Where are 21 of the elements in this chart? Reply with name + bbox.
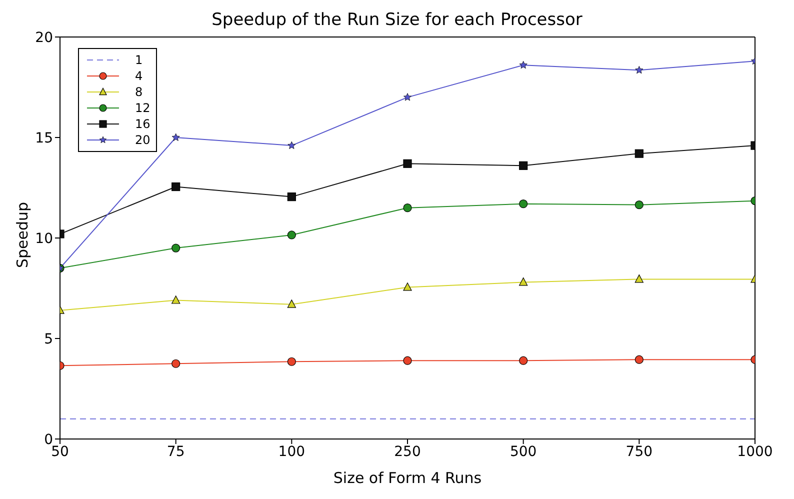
- y-tick-label: 5: [44, 331, 53, 348]
- y-tick-label: 20: [35, 30, 53, 46]
- legend-label: 4: [135, 69, 143, 83]
- x-tick-label: 100: [278, 444, 306, 460]
- legend-label: 8: [135, 85, 143, 99]
- x-tick-label: 250: [394, 444, 421, 460]
- legend-label: 20: [135, 133, 150, 147]
- chart-title: Speedup of the Run Size for each Processor: [210, 10, 584, 30]
- legend-label: 1: [135, 53, 143, 67]
- x-tick-label: 750: [626, 444, 653, 460]
- x-tick-label: 75: [166, 444, 185, 460]
- y-tick-label: 10: [35, 230, 53, 247]
- legend-label: 16: [135, 117, 150, 131]
- y-tick-label: 0: [44, 432, 53, 448]
- y-axis-title: Speedup: [13, 202, 32, 268]
- x-tick-label: 1000: [737, 444, 773, 460]
- y-tick-label: 15: [35, 130, 53, 146]
- x-axis-title: Size of Form 4 Runs: [333, 469, 482, 487]
- x-tick-label: 50: [51, 444, 69, 460]
- legend-label: 12: [135, 101, 150, 115]
- x-tick-label: 500: [510, 444, 537, 460]
